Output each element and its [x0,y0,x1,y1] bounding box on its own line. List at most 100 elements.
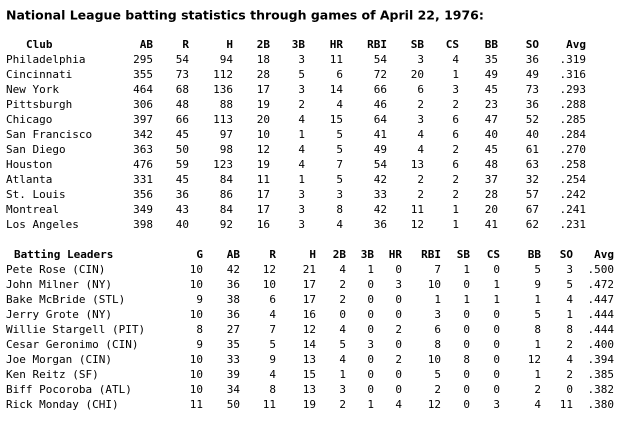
cell: 39 [227,368,240,381]
row-label: San Francisco [6,128,92,141]
cell: 66 [374,83,387,96]
cell: 12 [428,398,441,411]
cell: 0 [395,308,402,321]
cell: 7 [269,323,276,336]
cell: 54 [374,158,388,171]
cell: 2 [452,98,459,111]
cell: 45 [176,173,189,186]
column-header: RBI [421,248,441,261]
cell: 47 [485,113,498,126]
cell: 10 [428,353,441,366]
cell: 2 [298,98,305,111]
cell: 331 [133,173,153,186]
cell: .293 [560,83,587,96]
cell: 28 [257,68,270,81]
cell: .447 [588,293,615,306]
cell: 10 [190,278,203,291]
cell: 94 [220,53,234,66]
cell: 0 [493,308,500,321]
cell: .385 [588,368,615,381]
row-label: Rick Monday (CHI) [6,398,119,411]
cell: 61 [526,143,539,156]
cell: 2 [566,368,573,381]
row-label: Ken Reitz (SF) [6,368,99,381]
cell: 2 [417,98,424,111]
column-header: BB [485,38,499,51]
cell: 0 [367,308,374,321]
cell: 50 [227,398,240,411]
cell: .319 [560,53,587,66]
cell: 4 [417,128,424,141]
column-header: Avg [594,248,614,261]
cell: 349 [133,203,153,216]
cell: .231 [560,218,587,231]
cell: 42 [374,203,387,216]
cell: 4 [452,53,459,66]
cell: 3 [566,263,573,276]
cell: 73 [526,83,539,96]
cell: 4 [339,263,346,276]
cell: 8 [336,203,343,216]
column-header: 2B [333,248,347,261]
column-header: BB [528,248,542,261]
cell: 0 [493,368,500,381]
cell: 54 [374,53,388,66]
cell: 1 [298,128,305,141]
cell: 19 [257,98,270,111]
cell: 10 [190,353,203,366]
cell: 59 [176,158,189,171]
cell: 48 [485,158,498,171]
cell: .284 [560,128,587,141]
cell: 36 [227,308,240,321]
cell: 306 [133,98,153,111]
cell: 5 [336,173,343,186]
column-header: 3B [361,248,375,261]
cell: 17 [303,278,316,291]
cell: .444 [588,323,615,336]
cell: 8 [269,383,276,396]
cell: 3 [298,53,305,66]
cell: 0 [463,338,470,351]
cell: 0 [463,368,470,381]
cell: 4 [336,98,343,111]
cell: 28 [485,188,498,201]
cell: 0 [463,383,470,396]
cell: 5 [298,68,305,81]
cell: 37 [485,173,498,186]
cell: 14 [330,83,344,96]
column-header: SB [411,38,425,51]
cell: 98 [220,143,233,156]
cell: 0 [395,383,402,396]
cell: .242 [560,188,587,201]
cell: 64 [374,113,388,126]
cell: 16 [303,308,316,321]
cell: 40 [485,128,498,141]
cell: 0 [493,338,500,351]
cell: 0 [367,293,374,306]
column-header: HR [389,248,403,261]
column-header: Club [26,38,53,51]
cell: 136 [213,83,233,96]
cell: 20 [485,203,498,216]
cell: 8 [566,323,573,336]
cell: 4 [417,143,424,156]
row-label: Biff Pocoroba (ATL) [6,383,132,396]
cell: 464 [133,83,153,96]
cell: 5 [534,308,541,321]
cell: .400 [588,338,615,351]
cell: 8 [196,323,203,336]
cell: 10 [190,368,203,381]
cell: 2 [395,353,402,366]
cell: 1 [493,278,500,291]
cell: 45 [485,83,498,96]
cell: 0 [395,293,402,306]
row-label: John Milner (NY) [6,278,112,291]
cell: 10 [190,308,203,321]
cell: 43 [176,203,189,216]
cell: 10 [257,128,270,141]
cell: 3 [298,188,305,201]
cell: 11 [411,203,424,216]
cell: 36 [176,188,189,201]
cell: 92 [220,218,233,231]
